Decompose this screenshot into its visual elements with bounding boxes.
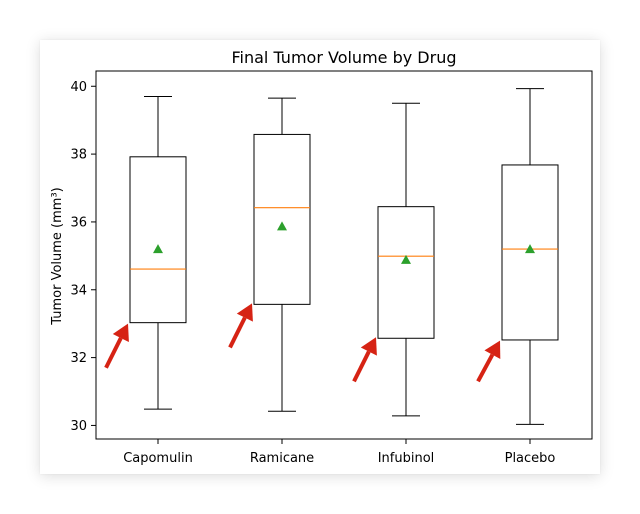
mean-marker-placebo bbox=[525, 244, 535, 254]
box-infubinol bbox=[377, 206, 435, 339]
y-tick-label: 30 bbox=[70, 419, 87, 434]
mean-marker-capomulin bbox=[153, 244, 163, 254]
mean-marker-ramicane bbox=[277, 221, 287, 231]
plot-frame bbox=[95, 70, 593, 440]
y-tick-label: 36 bbox=[70, 215, 87, 230]
chart-card bbox=[40, 40, 600, 474]
annotation-arrow-shaft-ramicane bbox=[228, 316, 247, 349]
x-tick-label-infubinol: Infubinol bbox=[378, 451, 435, 466]
chart-title: Final Tumor Volume by Drug bbox=[232, 48, 457, 67]
annotation-arrow-head-infubinol bbox=[360, 337, 377, 356]
annotation-arrow-head-ramicane bbox=[236, 303, 253, 322]
y-tick-label: 34 bbox=[70, 283, 87, 298]
y-tick-label: 32 bbox=[70, 351, 87, 366]
annotation-arrow-head-capomulin bbox=[112, 323, 129, 343]
plot-area: 30 32 34 36 38 40 Capomulin Ramicane Infubinol Pl… bbox=[70, 70, 593, 466]
box-capomulin bbox=[129, 156, 187, 324]
y-tick-label: 40 bbox=[70, 80, 87, 95]
y-axis-label: Tumor Volume (mm³) bbox=[50, 187, 65, 325]
x-tick-label-placebo: Placebo bbox=[505, 451, 556, 466]
y-tick-label: 38 bbox=[70, 148, 87, 163]
annotation-arrow-shaft-infubinol bbox=[352, 350, 371, 383]
x-tick-label-capomulin: Capomulin bbox=[123, 451, 193, 466]
annotation-arrow-head-placebo bbox=[484, 340, 501, 359]
x-tick-label-ramicane: Ramicane bbox=[250, 451, 314, 466]
mean-marker-infubinol bbox=[401, 254, 411, 264]
box-ramicane bbox=[253, 133, 311, 305]
box-placebo bbox=[501, 164, 559, 341]
annotation-arrow-shaft-placebo bbox=[476, 353, 495, 383]
annotation-arrow-shaft-capomulin bbox=[104, 337, 123, 369]
